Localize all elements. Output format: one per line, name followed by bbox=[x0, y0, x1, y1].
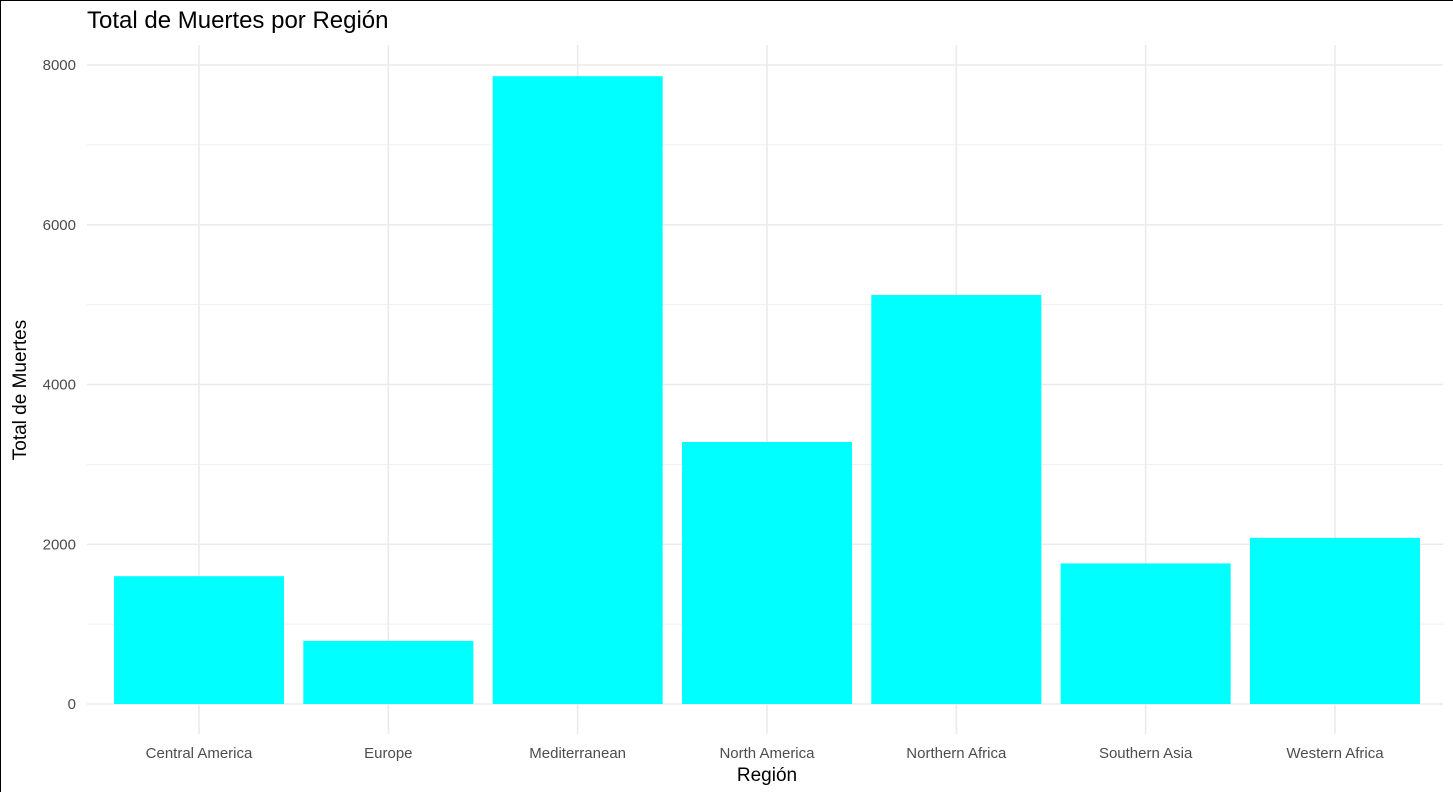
bar-western-africa bbox=[1249, 537, 1420, 704]
bar-mediterranean bbox=[492, 76, 663, 705]
y-tick-label: 6000 bbox=[43, 217, 76, 234]
x-tick-label: North America bbox=[719, 745, 815, 762]
x-tick-label: Southern Asia bbox=[1099, 745, 1193, 762]
y-tick-label: 4000 bbox=[43, 377, 76, 394]
bar-north-america bbox=[681, 442, 852, 704]
y-tick-label: 8000 bbox=[43, 57, 76, 74]
x-tick-label: Europe bbox=[364, 745, 412, 762]
x-tick-label: Mediterranean bbox=[529, 745, 626, 762]
y-tick-label: 2000 bbox=[43, 536, 76, 553]
x-tick-label: Central America bbox=[146, 745, 253, 762]
bar-central-america bbox=[114, 576, 284, 704]
bar-europe bbox=[303, 640, 474, 704]
x-axis-label: Región bbox=[736, 765, 798, 786]
chart-title: Total de Muertes por Región bbox=[87, 7, 389, 34]
bar-northern-africa bbox=[871, 295, 1042, 704]
x-tick-label: Western Africa bbox=[1286, 745, 1384, 762]
bar-southern-asia bbox=[1060, 563, 1231, 704]
x-tick-label: Northern Africa bbox=[906, 745, 1007, 762]
y-tick-label: 0 bbox=[68, 696, 76, 713]
